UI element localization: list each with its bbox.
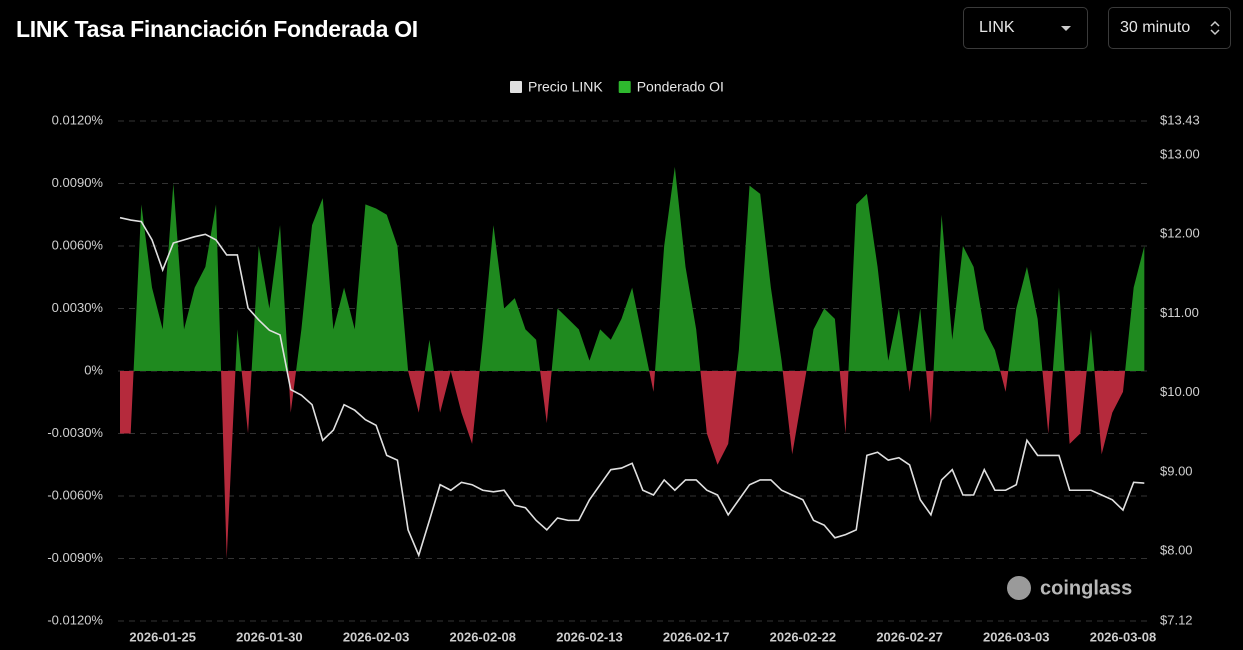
x-tick-label: 2026-03-08 bbox=[1090, 629, 1157, 644]
x-tick-label: 2026-02-17 bbox=[663, 629, 730, 644]
y-tick-label: 0.0090% bbox=[52, 175, 104, 190]
chevron bbox=[1061, 26, 1071, 31]
y2-tick-label: $8.00 bbox=[1160, 543, 1193, 558]
y2-tick-label: $12.00 bbox=[1160, 226, 1200, 241]
legend-label: Precio LINK bbox=[528, 79, 603, 95]
y2-tick-label: $9.00 bbox=[1160, 463, 1193, 478]
x-tick-label: 2026-02-22 bbox=[770, 629, 837, 644]
x-tick-label: 2026-02-08 bbox=[450, 629, 517, 644]
y-tick-label: 0.0030% bbox=[52, 300, 104, 315]
x-tick-label: 2026-02-27 bbox=[876, 629, 943, 644]
price-line bbox=[119, 216, 1145, 558]
x-tick-label: 2026-02-03 bbox=[343, 629, 410, 644]
y-tick-label: -0.0120% bbox=[47, 612, 103, 627]
y-tick-label: 0.0120% bbox=[52, 112, 104, 127]
y-tick-label: 0% bbox=[84, 362, 103, 377]
watermark: coinglass bbox=[1007, 576, 1132, 600]
y2-tick-label: $10.00 bbox=[1160, 384, 1200, 399]
y-tick-label: 0.0060% bbox=[52, 237, 104, 252]
x-tick-label: 2026-01-25 bbox=[129, 629, 196, 644]
x-tick-label: 2026-01-30 bbox=[236, 629, 303, 644]
y-tick-label: -0.0090% bbox=[47, 550, 103, 565]
legend-swatch bbox=[510, 81, 522, 93]
symbol-select[interactable]: LINK bbox=[963, 7, 1088, 49]
y-tick-label: -0.0030% bbox=[47, 425, 103, 440]
y2-tick-label: $11.00 bbox=[1160, 305, 1199, 320]
watermark-text: coinglass bbox=[1040, 577, 1132, 599]
stepper bbox=[1210, 20, 1220, 36]
interval-value: 30 minuto bbox=[1120, 19, 1191, 36]
y-tick-label: -0.0060% bbox=[47, 487, 103, 502]
interval-select[interactable]: 30 minuto bbox=[1108, 7, 1231, 49]
funding-area-negative bbox=[120, 371, 1145, 559]
y2-tick-label: $7.12 bbox=[1160, 612, 1193, 627]
x-tick-label: 2026-02-13 bbox=[556, 629, 623, 644]
funding-area-positive bbox=[120, 166, 1145, 371]
legend-swatch bbox=[618, 81, 631, 93]
y2-tick-label: $13.00 bbox=[1160, 147, 1200, 162]
watermark-logo bbox=[1007, 576, 1031, 600]
legend-label: Ponderado OI bbox=[637, 79, 724, 95]
title: LINK Tasa Financiación Fonderada OI bbox=[16, 16, 418, 42]
symbol-value: LINK bbox=[979, 19, 1015, 36]
x-tick-label: 2026-03-03 bbox=[983, 629, 1050, 644]
y2-tick-label: $13.43 bbox=[1160, 112, 1200, 127]
